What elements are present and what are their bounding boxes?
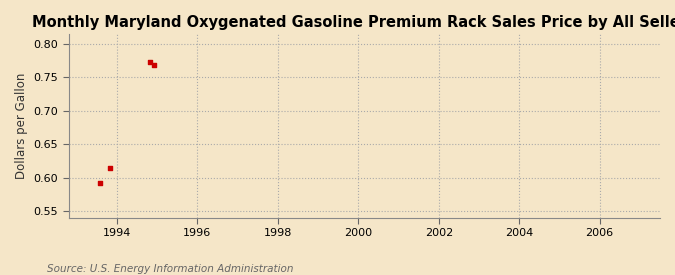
Point (105, 165, 115, 170)
Text: Source: U.S. Energy Information Administration: Source: U.S. Energy Information Administ… (47, 264, 294, 274)
Title: Monthly Maryland Oxygenated Gasoline Premium Rack Sales Price by All Sellers: Monthly Maryland Oxygenated Gasoline Pre… (32, 15, 675, 30)
Point (145, 60, 156, 64)
Y-axis label: Dollars per Gallon: Dollars per Gallon (15, 73, 28, 179)
Point (95, 181, 105, 185)
Point (148, 62, 159, 67)
